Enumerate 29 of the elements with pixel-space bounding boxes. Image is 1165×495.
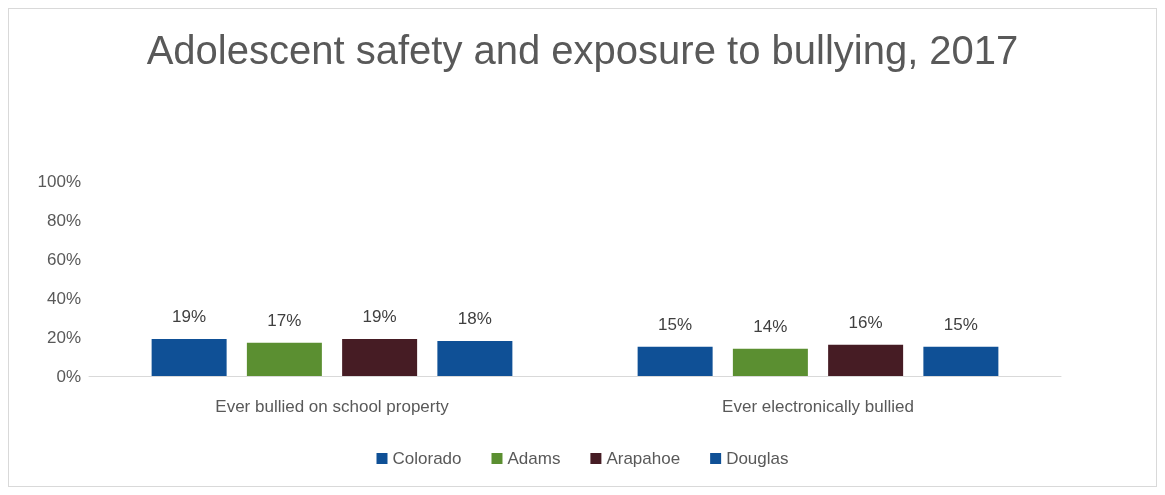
data-label: 15% — [943, 314, 978, 334]
legend-label: Adams — [507, 449, 561, 468]
bar — [923, 346, 999, 376]
y-tick-label: 40% — [46, 288, 81, 308]
data-label: 19% — [362, 306, 397, 326]
legend-label: Douglas — [726, 449, 789, 468]
bar — [828, 344, 904, 376]
bar — [342, 338, 418, 376]
data-label: 16% — [848, 312, 883, 332]
bar — [151, 338, 227, 376]
data-label: 19% — [172, 306, 207, 326]
bar — [732, 348, 808, 376]
y-tick-label: 80% — [46, 210, 81, 230]
data-label: 15% — [658, 314, 693, 334]
data-label: 18% — [457, 308, 492, 328]
y-tick-label: 20% — [46, 327, 81, 347]
legend-label: Colorado — [392, 449, 462, 468]
legend-label: Arapahoe — [606, 449, 681, 468]
data-label: 14% — [753, 316, 788, 336]
bar — [437, 340, 513, 376]
y-tick-label: 60% — [46, 249, 81, 269]
x-tick-label: Ever bullied on school property — [215, 397, 450, 416]
data-label: 17% — [267, 310, 302, 330]
bar — [246, 342, 322, 376]
chart-title: Adolescent safety and exposure to bullying, 2017 — [146, 28, 1019, 72]
x-tick-label: Ever electronically bullied — [722, 397, 914, 416]
bar — [637, 346, 713, 376]
y-tick-label: 100% — [37, 171, 81, 191]
y-tick-label: 0% — [56, 366, 81, 386]
